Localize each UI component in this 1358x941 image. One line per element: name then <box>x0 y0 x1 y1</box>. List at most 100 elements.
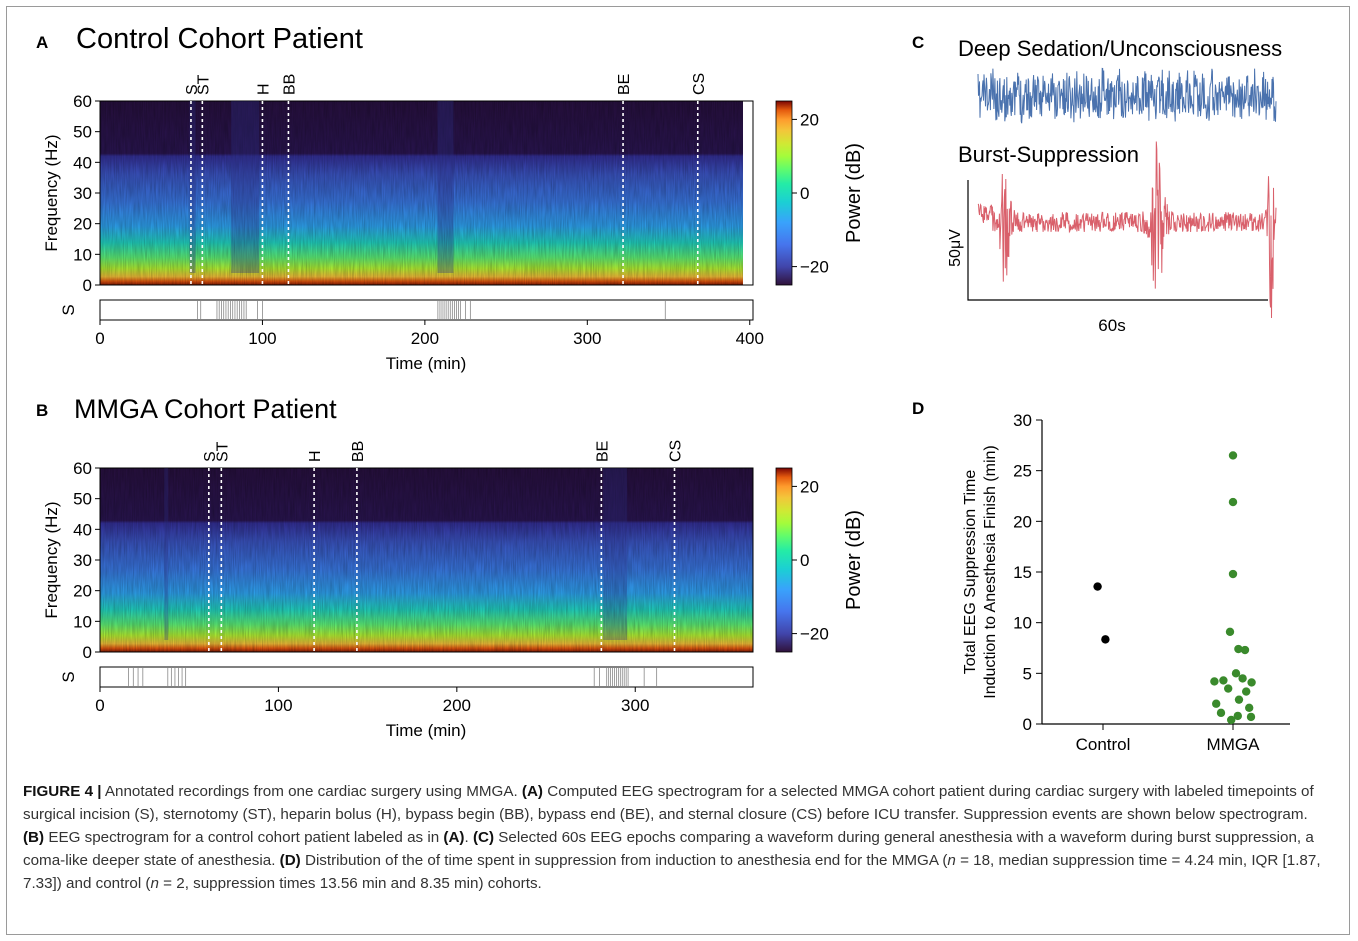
data-point-mmga <box>1219 676 1228 685</box>
y-tick-label: 30 <box>73 184 92 203</box>
caption-text: = 2, suppression times 13.56 min and 8.3… <box>158 875 542 892</box>
colorbar-ticks: 20 0 −20 <box>792 477 829 644</box>
caption-n: n <box>150 875 159 892</box>
trace-burst-suppression <box>977 141 1277 319</box>
spectrogram-padding <box>743 101 753 285</box>
frequency-axis-label: Frequency (Hz) <box>42 501 61 618</box>
data-point-mmga <box>1227 715 1236 725</box>
panel-b: B MMGA Cohort Patient SST H BB BE CS 0102030… <box>36 394 865 740</box>
caption-text: Annotated recordings from one cardiac su… <box>101 783 522 800</box>
spectrogram-artifact-band <box>164 468 169 640</box>
event-label-st: ST <box>214 441 231 462</box>
colorbar-ticks: 20 0 −20 <box>792 110 829 277</box>
figure-caption: FIGURE 4 | Annotated recordings from one… <box>23 780 1323 895</box>
trace-label-deep-sedation: Deep Sedation/Unconsciousness <box>958 36 1282 61</box>
event-label-cs: CS <box>691 73 708 95</box>
y-tick-label: 15 <box>1013 563 1032 582</box>
data-point-mmga <box>1242 687 1251 696</box>
y-tick-label: 20 <box>73 215 92 234</box>
figure-frame <box>6 6 1350 935</box>
y-tick-label: 5 <box>1023 664 1032 683</box>
y-tick-label: 30 <box>1013 411 1032 430</box>
spectrogram <box>99 467 754 653</box>
frequency-axis-label: Frequency (Hz) <box>42 134 61 251</box>
event-label-st: ST <box>195 74 212 95</box>
caption-n: n <box>947 852 956 869</box>
trace-label-burst-suppression: Burst-Suppression <box>958 142 1139 167</box>
panel-letter: C <box>912 33 924 52</box>
y-tick-label: 0 <box>83 276 92 295</box>
x-tick-label: 0 <box>95 696 104 715</box>
time-axis-label: Time (min) <box>386 354 467 373</box>
suppression-track-frame <box>99 299 754 321</box>
event-label-be: BE <box>594 441 611 462</box>
panel-d: D 0 5 10 15 20 25 30 Control MMGA Total EEG Sup… <box>912 399 1290 754</box>
colorbar-label: Power (dB) <box>843 143 865 243</box>
y-tick-label: 10 <box>73 612 92 631</box>
event-label-s: S <box>184 84 201 95</box>
caption-ref-b: (B) <box>23 829 45 846</box>
caption-figure-number: FIGURE 4 | <box>23 783 102 800</box>
caption-text: Selected 60s EEG epochs comparing a wave… <box>23 829 1314 869</box>
suppression-track <box>99 299 754 321</box>
spectrogram <box>99 100 754 286</box>
y-tick-label: 25 <box>1013 462 1032 481</box>
colorbar-label: Power (dB) <box>843 510 865 610</box>
x-tick-label: 300 <box>621 696 649 715</box>
y-tick-label: 10 <box>73 245 92 264</box>
spectrogram-artifact-band <box>437 101 454 273</box>
scale-bar-time: 60s <box>1098 316 1125 335</box>
x-tick-label: Control <box>1076 735 1131 754</box>
data-point-mmga <box>1233 711 1243 721</box>
panel-letter: A <box>36 33 48 52</box>
time-axis: 0 100 200 300 400 <box>95 320 764 348</box>
data-point-mmga <box>1246 712 1256 722</box>
caption-ref-a: (A) <box>521 783 543 800</box>
y-tick-label: 0 <box>1023 715 1032 734</box>
y-axis-ticks: 0 5 10 15 20 25 30 <box>1013 411 1042 734</box>
trace-deep-sedation <box>977 67 1277 124</box>
colorbar-tick-label: 20 <box>800 477 819 496</box>
data-point-mmga <box>1234 644 1243 654</box>
data-point-mmga <box>1216 708 1226 718</box>
colorbar: 20 0 −20 Power (dB) <box>775 467 865 653</box>
data-point-mmga <box>1224 684 1233 693</box>
spectrogram-artifact-band <box>231 101 260 273</box>
panel-title: Control Cohort Patient <box>76 23 363 55</box>
colorbar-tick-label: −20 <box>800 625 829 644</box>
data-point-mmga <box>1238 674 1247 683</box>
y-tick-label: 60 <box>73 92 92 111</box>
x-tick-label: 0 <box>95 329 104 348</box>
data-point-mmga <box>1228 569 1238 579</box>
data-point-mmga <box>1240 645 1250 655</box>
y-tick-label: 40 <box>73 520 92 539</box>
caption-ref-d: (D) <box>279 852 301 869</box>
caption-text: Distribution of the of time spent in sup… <box>300 852 948 869</box>
caption-text: Computed EEG spectrogram for a selected … <box>23 783 1314 823</box>
colorbar-gradient <box>775 467 793 653</box>
frequency-axis: 0 10 20 30 40 50 60 <box>73 459 100 662</box>
x-tick-label: 100 <box>248 329 276 348</box>
caption-text: EEG spectrogram for a control cohort pat… <box>44 829 444 846</box>
x-tick-label: 300 <box>573 329 601 348</box>
event-label-h: H <box>307 450 324 462</box>
colorbar-tick-label: 0 <box>800 551 809 570</box>
y-tick-label: 20 <box>1013 512 1032 531</box>
event-label-cs: CS <box>667 440 684 462</box>
data-point-mmga <box>1210 677 1219 686</box>
y-tick-label: 10 <box>1013 614 1032 633</box>
data-point-mmga <box>1247 678 1256 687</box>
y-tick-label: 30 <box>73 551 92 570</box>
y-tick-label: 0 <box>83 643 92 662</box>
y-tick-label: 50 <box>73 123 92 142</box>
caption-ref-a: (A) <box>443 829 465 846</box>
x-tick-label: MMGA <box>1207 735 1261 754</box>
panel-letter: D <box>912 399 924 418</box>
time-axis-label: Time (min) <box>386 721 467 740</box>
data-point-mmga <box>1231 669 1241 678</box>
x-tick-label: 200 <box>411 329 439 348</box>
suppression-track-frame <box>99 666 754 688</box>
panel-title: MMGA Cohort Patient <box>74 394 337 424</box>
scale-bar <box>967 180 1268 301</box>
event-markers: SST H BB BE CS <box>184 73 708 285</box>
